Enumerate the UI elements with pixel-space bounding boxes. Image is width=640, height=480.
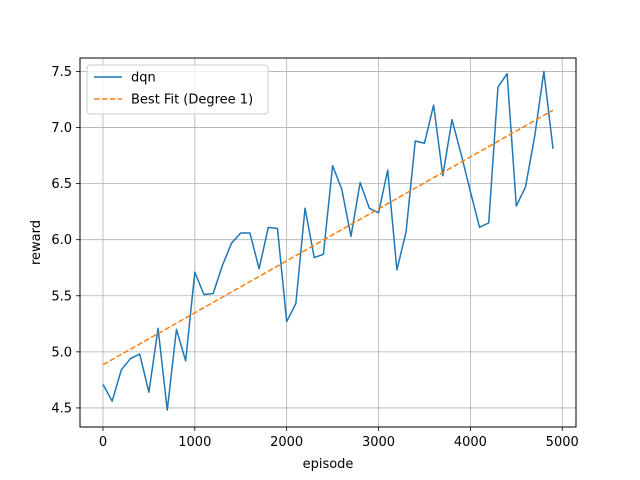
y-tick-label: 7.0 <box>51 121 72 136</box>
series-line-best-fit <box>102 109 554 366</box>
x-tick-label: 5000 <box>546 435 579 450</box>
y-tick-label: 7.5 <box>51 65 72 80</box>
y-tick-label: 5.0 <box>51 345 72 360</box>
grid <box>80 58 576 427</box>
legend-box <box>86 64 269 115</box>
y-tick-label: 6.0 <box>51 233 72 248</box>
x-tick-label: 1000 <box>178 435 211 450</box>
y-axis-label: reward <box>29 220 44 265</box>
x-tick-label: 4000 <box>454 435 487 450</box>
x-axis-label: episode <box>303 457 354 472</box>
x-tick-label: 0 <box>99 435 107 450</box>
legend-label-best-fit: Best Fit (Degree 1) <box>131 93 253 108</box>
y-tick-label: 6.5 <box>51 177 72 192</box>
legend: dqn Best Fit (Degree 1) <box>86 64 269 115</box>
x-tick-label: 3000 <box>362 435 395 450</box>
plot-area-frame <box>79 57 577 428</box>
x-axis-ticks: 0 1000 2000 3000 4000 5000 <box>99 427 579 450</box>
series-line-dqn <box>102 70 554 411</box>
y-tick-label: 5.5 <box>51 289 72 304</box>
x-tick-label: 2000 <box>270 435 303 450</box>
y-axis-ticks: 4.5 5.0 5.5 6.0 6.5 7.0 7.5 <box>51 65 80 416</box>
legend-label-dqn: dqn <box>131 71 156 86</box>
series-lines <box>102 70 554 411</box>
y-tick-label: 4.5 <box>51 401 72 416</box>
